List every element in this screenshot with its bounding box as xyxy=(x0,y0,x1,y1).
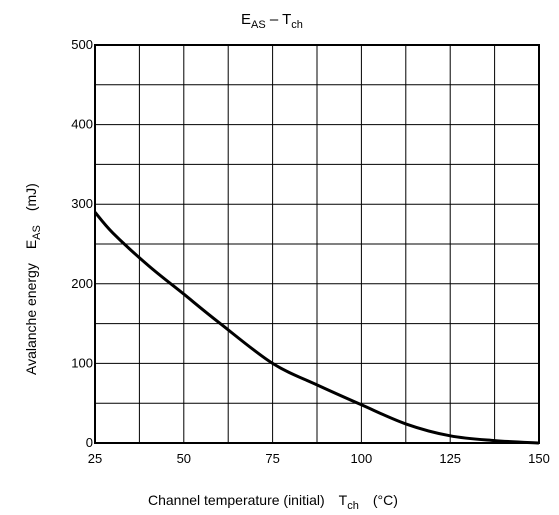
y-tick-label: 500 xyxy=(71,37,93,52)
y-tick-label: 400 xyxy=(71,117,93,132)
x-tick-labels: 25 50 75 100 125 150 xyxy=(88,451,550,466)
y-tick-labels: 0 100 200 300 400 500 xyxy=(71,37,93,450)
x-tick-label: 150 xyxy=(528,451,550,466)
title-main: E xyxy=(241,11,251,28)
x-tick-label: 25 xyxy=(88,451,102,466)
title-dash: – T xyxy=(266,11,292,28)
x-tick-label: 75 xyxy=(265,451,279,466)
chart-title: EAS – Tch xyxy=(241,11,303,31)
y-axis-label-sym-sub: AS xyxy=(31,225,43,240)
x-axis-label-unit: (°C) xyxy=(373,492,398,508)
title-main-sub: AS xyxy=(251,19,266,31)
x-axis-label-text: Channel temperature (initial) xyxy=(148,492,325,508)
x-tick-label: 125 xyxy=(439,451,461,466)
grid xyxy=(95,45,539,443)
y-axis-label-unit: (mJ) xyxy=(23,183,39,211)
y-tick-label: 300 xyxy=(71,196,93,211)
x-axis-label-sym-sub: ch xyxy=(347,500,359,512)
x-axis-label: Channel temperature (initial) Tch (°C) xyxy=(148,492,398,512)
x-axis-label-sym: T xyxy=(339,492,348,508)
y-axis-label: Avalanche energy EAS (mJ) xyxy=(23,183,43,375)
y-tick-label: 100 xyxy=(71,355,93,370)
x-tick-label: 50 xyxy=(177,451,191,466)
series-line-eas xyxy=(93,211,540,445)
y-axis-label-sym: E xyxy=(23,240,39,249)
y-axis-label-text: Avalanche energy xyxy=(23,263,39,375)
title-dash-sub: ch xyxy=(291,19,303,31)
plot-frame xyxy=(94,44,540,444)
x-tick-label: 100 xyxy=(351,451,373,466)
y-tick-label: 200 xyxy=(71,276,93,291)
y-tick-label: 0 xyxy=(86,435,93,450)
